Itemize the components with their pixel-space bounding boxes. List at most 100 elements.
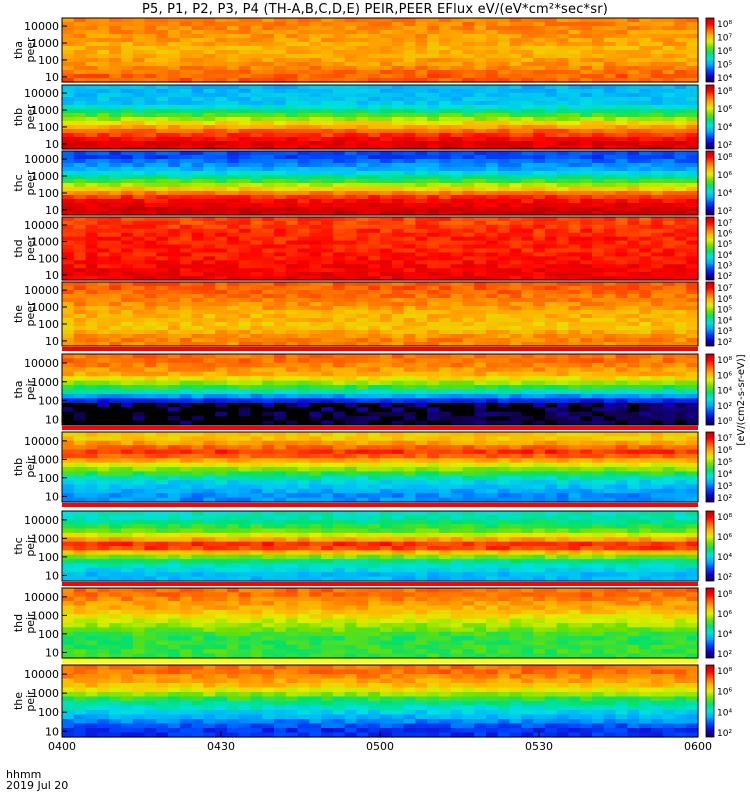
spectrogram-cell (509, 385, 522, 391)
spectrogram-cell (474, 367, 487, 373)
spectrogram-cell (650, 224, 664, 230)
spectrogram-cell (521, 46, 534, 51)
spectrogram-cell (73, 117, 87, 122)
spectrogram-cell (191, 232, 204, 238)
spectrogram-cell (85, 133, 98, 138)
spectrogram-cell (85, 224, 98, 230)
spectrogram-cell (592, 34, 605, 39)
spectrogram-cell (427, 66, 440, 71)
spectrogram-cell (521, 371, 534, 377)
spectrogram-cell (203, 217, 216, 222)
spectrogram-cell (509, 220, 522, 226)
spectrogram-cell (156, 97, 169, 102)
spectrogram-cell (168, 199, 181, 204)
spectrogram-cell (73, 314, 87, 319)
spectrogram-cell (544, 133, 558, 138)
spectrogram-cell (344, 109, 358, 114)
spectrogram-cell (332, 207, 346, 212)
spectrogram-cell (191, 62, 204, 67)
spectrogram-cell (368, 38, 381, 43)
spectrogram-cell (415, 62, 428, 67)
spectrogram-cell (556, 97, 570, 102)
spectrogram-cell (650, 334, 664, 339)
spectrogram-cell (662, 171, 676, 176)
spectrogram-cell (356, 38, 369, 43)
spectrogram-cell (97, 371, 110, 377)
spectrogram-cell (144, 109, 157, 114)
spectrogram-cell (521, 113, 534, 118)
spectrogram-cell (226, 260, 240, 265)
spectrogram-cell (497, 129, 511, 134)
spectrogram-cell (497, 46, 511, 51)
spectrogram-cell (592, 121, 605, 126)
spectrogram-cell (380, 380, 393, 386)
spectrogram-cell (509, 183, 522, 188)
spectrogram-cell (403, 217, 416, 222)
spectrogram-cell (297, 310, 310, 315)
spectrogram-cell (650, 163, 664, 168)
spectrogram-cell (321, 256, 334, 261)
spectrogram-cell (156, 46, 169, 51)
spectrogram-cell (568, 338, 581, 343)
spectrogram-cell (132, 117, 146, 122)
spectrogram-cell (321, 159, 334, 164)
spectrogram-cell (650, 228, 664, 234)
spectrogram-cell (274, 179, 287, 184)
spectrogram-cell (62, 109, 75, 114)
spectrogram-cell (521, 141, 534, 146)
spectrogram-cell (474, 195, 487, 200)
spectrogram-cell (486, 183, 499, 188)
spectrogram-cell (144, 282, 157, 287)
spectrogram-cell (109, 117, 122, 122)
spectrogram-cell (62, 306, 75, 311)
spectrogram-cell (403, 376, 416, 382)
spectrogram-cell (403, 151, 416, 156)
spectrogram-cell (627, 358, 640, 364)
spectrogram-cell (168, 371, 181, 377)
spectrogram-cell (203, 62, 216, 67)
spectrogram-cell (674, 62, 687, 67)
spectrogram-cell (238, 85, 252, 90)
spectrogram-cell (391, 260, 405, 265)
spectrogram-cell (650, 70, 664, 75)
spectrogram-cell (285, 18, 299, 23)
spectrogram-cell (474, 342, 487, 347)
spectrogram-cell (203, 342, 216, 347)
spectrogram-cell (380, 155, 393, 160)
spectrogram-cell (109, 380, 122, 386)
spectrogram-cell (521, 244, 534, 250)
spectrogram-cell (344, 175, 358, 180)
spectrogram-cell (674, 310, 687, 315)
spectrogram-cell (403, 330, 416, 335)
spectrogram-cell (309, 167, 322, 172)
spectrogram-cell (332, 70, 346, 75)
spectrogram-cell (368, 207, 381, 212)
spectrogram-cell (403, 290, 416, 295)
spectrogram-cell (120, 236, 134, 242)
spectrogram-cell (686, 314, 699, 319)
spectrogram-cell (438, 294, 452, 299)
spectrogram-cell (368, 220, 381, 226)
spectrogram-cell (285, 203, 299, 208)
spectrogram-cell (191, 187, 204, 192)
spectrogram-cell (474, 276, 487, 281)
spectrogram-cell (380, 22, 393, 27)
spectrogram-cell (179, 66, 193, 71)
spectrogram-cell (332, 159, 346, 164)
spectrogram-cell (191, 268, 204, 273)
spectrogram-cell (486, 105, 499, 110)
spectrogram-cell (191, 306, 204, 311)
spectrogram-cell (368, 342, 381, 347)
spectrogram-cell (73, 248, 87, 254)
spectrogram-cell (521, 306, 534, 311)
spectrogram-cell (544, 155, 558, 160)
spectrogram-cell (533, 117, 546, 122)
spectrogram-cell (533, 183, 546, 188)
spectrogram-cell (403, 42, 416, 47)
spectrogram-cell (580, 264, 593, 269)
spectrogram-cell (427, 74, 440, 79)
spectrogram-cell (120, 203, 134, 208)
spectrogram-cell (250, 240, 263, 246)
spectrogram-cell (474, 294, 487, 299)
spectrogram-cell (73, 113, 87, 118)
